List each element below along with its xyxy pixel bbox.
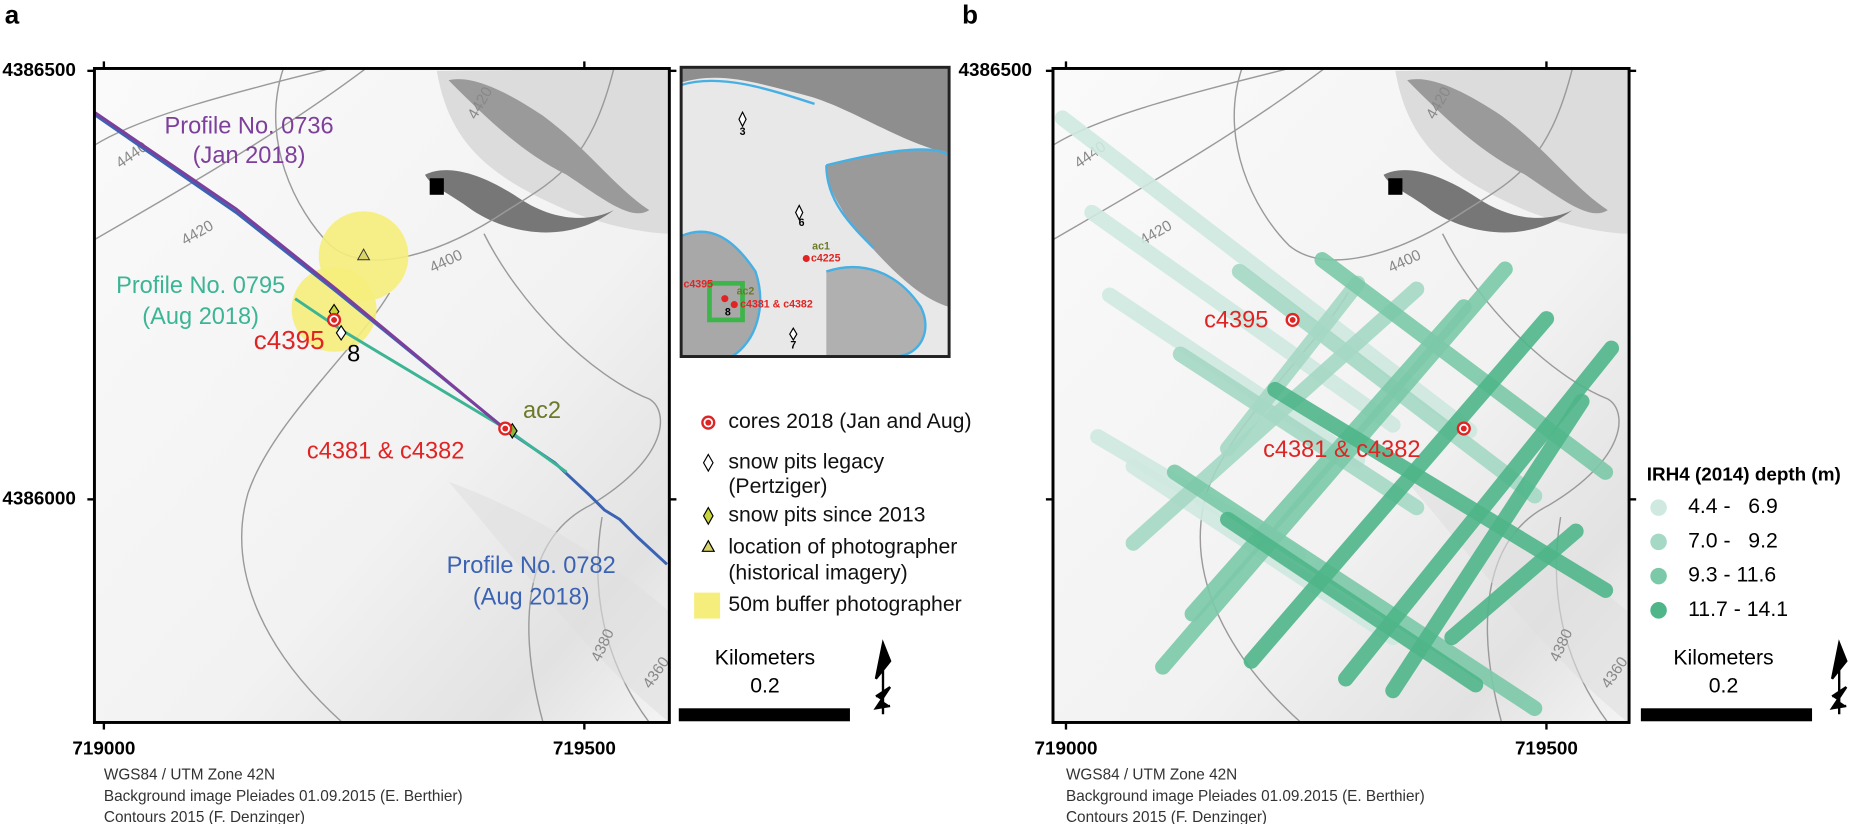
scale-value: 0.2 — [1709, 674, 1739, 698]
inset-label: 6 — [799, 217, 805, 229]
profile-name: Profile No. 0795 — [116, 273, 285, 299]
legend-swatch — [1650, 533, 1667, 551]
x-tick-label: 719000 — [1034, 739, 1097, 760]
inset-label: 7 — [790, 340, 796, 352]
legend — [694, 415, 721, 619]
profile-line — [94, 110, 504, 429]
contour-labels: 4440 4420 4420 4400 4380 4360 — [113, 84, 669, 692]
site-label: c4395 — [1204, 307, 1268, 333]
inset-label: ac1 — [812, 241, 830, 253]
inset-label: 3 — [740, 126, 746, 138]
scale-title: Kilometers — [715, 645, 815, 669]
inset-label: c4381 & c4382 — [740, 298, 813, 310]
legend-swatch — [1650, 567, 1667, 585]
photographer-marker — [356, 248, 371, 261]
map-frame — [1051, 67, 1631, 724]
profile-date: (Jan 2018) — [193, 143, 306, 169]
scale-bar — [678, 708, 850, 722]
profile-name: Profile No. 0736 — [164, 114, 333, 140]
north-arrow — [873, 639, 892, 715]
map-frame — [92, 67, 671, 724]
legend-swatch — [1650, 602, 1667, 619]
profile-date: (Aug 2018) — [473, 585, 590, 611]
core-marker — [1289, 316, 1296, 323]
frame-ticks — [87, 61, 677, 730]
legend-text: 7.0 - 9.2 — [1688, 528, 1778, 552]
profile-line — [294, 297, 568, 474]
scale-bar — [1640, 708, 1813, 722]
basemap — [93, 67, 671, 724]
footer-line: Background image Pleiades 01.09.2015 (E.… — [1066, 788, 1425, 805]
footer-line: Contours 2015 (F. Denzinger) — [104, 809, 305, 824]
profile-date: (Aug 2018) — [142, 304, 259, 330]
site-label: c4381 & c4382 — [307, 438, 464, 464]
y-tick-label: 4386500 — [2, 60, 75, 81]
legend-text: 4.4 - 6.9 — [1688, 494, 1778, 518]
radar-track — [1101, 287, 1366, 469]
radar-track — [1220, 511, 1484, 693]
radar-track — [1184, 299, 1472, 622]
site-label: ac2 — [523, 398, 561, 424]
radar-track — [1172, 346, 1425, 516]
x-tick-label: 719000 — [72, 739, 135, 760]
inset-label: c4225 — [811, 252, 841, 264]
legend-text: (Pertziger) — [728, 474, 827, 498]
footer-line: WGS84 / UTM Zone 42N — [1066, 767, 1237, 784]
radar-track — [1267, 381, 1614, 598]
inset-map — [679, 65, 951, 358]
legend-title: IRH4 (2014) depth (m) — [1647, 465, 1841, 486]
profile-line — [94, 113, 668, 566]
panel-label: a — [5, 0, 20, 29]
x-tick-label: 719500 — [1515, 739, 1578, 760]
legend-text: location of photographer — [728, 534, 957, 558]
site-label: c4395 — [254, 325, 325, 355]
scale-title: Kilometers — [1673, 645, 1773, 669]
site-label: 8 — [347, 342, 360, 368]
legend-text: 9.3 - 11.6 — [1688, 563, 1776, 587]
inset-label: c4395 — [684, 278, 714, 290]
radar-track — [1385, 393, 1590, 699]
frame-ticks — [1045, 61, 1637, 730]
radar-track — [1125, 281, 1425, 551]
legend-text: cores 2018 (Jan and Aug) — [728, 409, 971, 433]
north-arrow — [1829, 639, 1848, 715]
x-tick-label: 719500 — [553, 739, 616, 760]
legend-text: snow pits since 2013 — [728, 502, 925, 526]
radar-track — [1084, 204, 1401, 433]
scale-value: 0.2 — [750, 674, 780, 698]
inset-label: 8 — [725, 307, 731, 319]
y-tick-label: 4386000 — [2, 488, 75, 509]
core-marker — [502, 425, 509, 432]
legend-text: snow pits legacy — [728, 449, 884, 473]
profile-name: Profile No. 0782 — [447, 553, 616, 579]
legend-text: (historical imagery) — [728, 560, 907, 584]
inset-label: ac2 — [737, 285, 755, 297]
legend: 4.4 - 6.9 7.0 - 9.2 9.3 - 11.6 11.7 - 14.1 — [1650, 494, 1788, 621]
footer-line: WGS84 / UTM Zone 42N — [104, 767, 275, 784]
legend-text: 50m buffer photographer — [728, 592, 961, 616]
radar-track — [1166, 464, 1543, 716]
legend-swatch — [1650, 499, 1667, 516]
footer-line: Background image Pleiades 01.09.2015 (E.… — [104, 788, 463, 805]
radar-tracks — [1054, 110, 1620, 716]
site-label: c4381 & c4382 — [1263, 437, 1420, 463]
pit-marker — [335, 324, 347, 342]
y-tick-label: 4386500 — [959, 60, 1032, 81]
radar-track — [1444, 523, 1584, 646]
footer-line: Contours 2015 (F. Denzinger) — [1066, 809, 1267, 824]
panel-label: b — [962, 0, 978, 29]
legend-text: 11.7 - 14.1 — [1688, 597, 1788, 621]
core-marker — [331, 316, 338, 323]
core-marker — [1460, 425, 1467, 432]
radar-track — [1220, 275, 1366, 457]
radar-track — [1243, 311, 1555, 669]
